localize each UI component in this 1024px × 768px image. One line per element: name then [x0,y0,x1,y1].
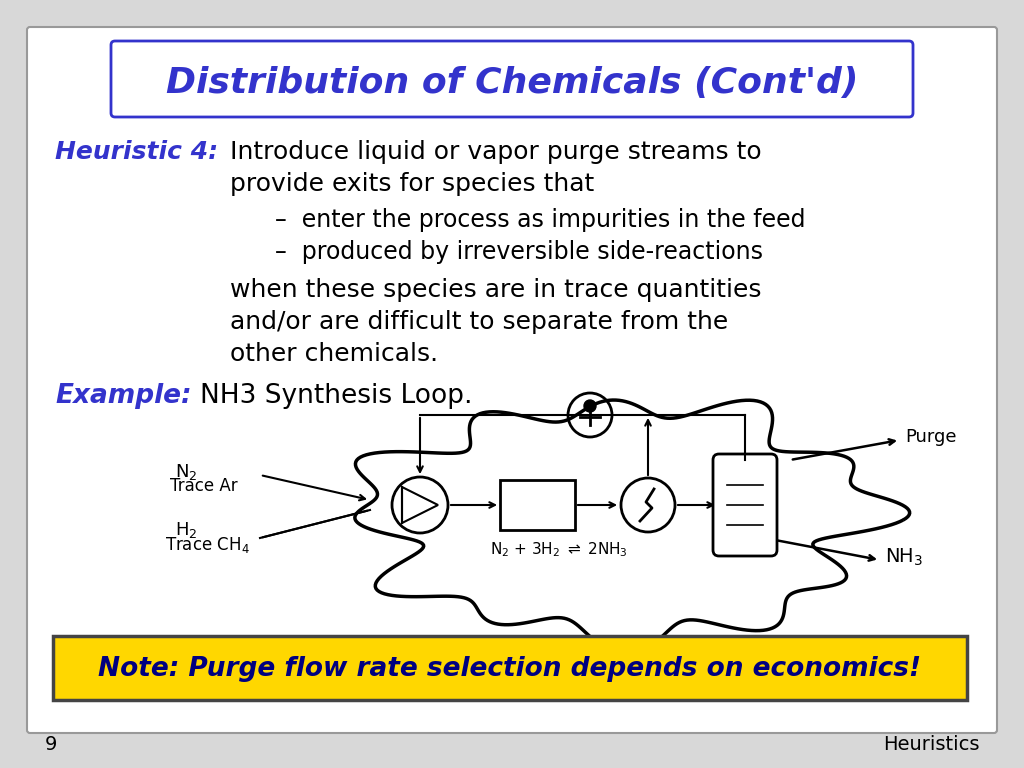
FancyBboxPatch shape [713,454,777,556]
Text: Note: Purge flow rate selection depends on economics!: Note: Purge flow rate selection depends … [98,656,922,682]
Text: –  enter the process as impurities in the feed: – enter the process as impurities in the… [275,208,806,232]
Text: other chemicals.: other chemicals. [230,342,438,366]
Text: Heuristics: Heuristics [884,736,980,754]
Text: Distribution of Chemicals (Cont'd): Distribution of Chemicals (Cont'd) [166,66,858,100]
Text: provide exits for species that: provide exits for species that [230,172,594,196]
Text: H$_2$: H$_2$ [175,520,198,540]
Text: NH3 Synthesis Loop.: NH3 Synthesis Loop. [200,383,472,409]
Text: N$_2$ + 3H$_2$ $\rightleftharpoons$ 2NH$_3$: N$_2$ + 3H$_2$ $\rightleftharpoons$ 2NH$… [490,540,628,558]
Text: Heuristic 4:: Heuristic 4: [55,140,218,164]
FancyBboxPatch shape [53,636,967,700]
PathPatch shape [355,400,909,653]
Text: Purge: Purge [905,428,956,446]
Bar [500,480,575,530]
Text: N$_2$: N$_2$ [175,462,198,482]
Text: Introduce liquid or vapor purge streams to: Introduce liquid or vapor purge streams … [230,140,762,164]
Text: Example:: Example: [55,383,191,409]
Text: when these species are in trace quantities: when these species are in trace quantiti… [230,278,762,302]
FancyBboxPatch shape [27,27,997,733]
FancyBboxPatch shape [111,41,913,117]
Text: –  produced by irreversible side-reactions: – produced by irreversible side-reaction… [275,240,763,264]
Text: Trace Ar: Trace Ar [170,477,238,495]
Text: 9: 9 [45,736,57,754]
Circle shape [584,400,596,412]
Text: Trace CH$_4$: Trace CH$_4$ [165,535,250,555]
Text: and/or are difficult to separate from the: and/or are difficult to separate from th… [230,310,728,334]
Text: NH$_3$: NH$_3$ [885,546,924,568]
